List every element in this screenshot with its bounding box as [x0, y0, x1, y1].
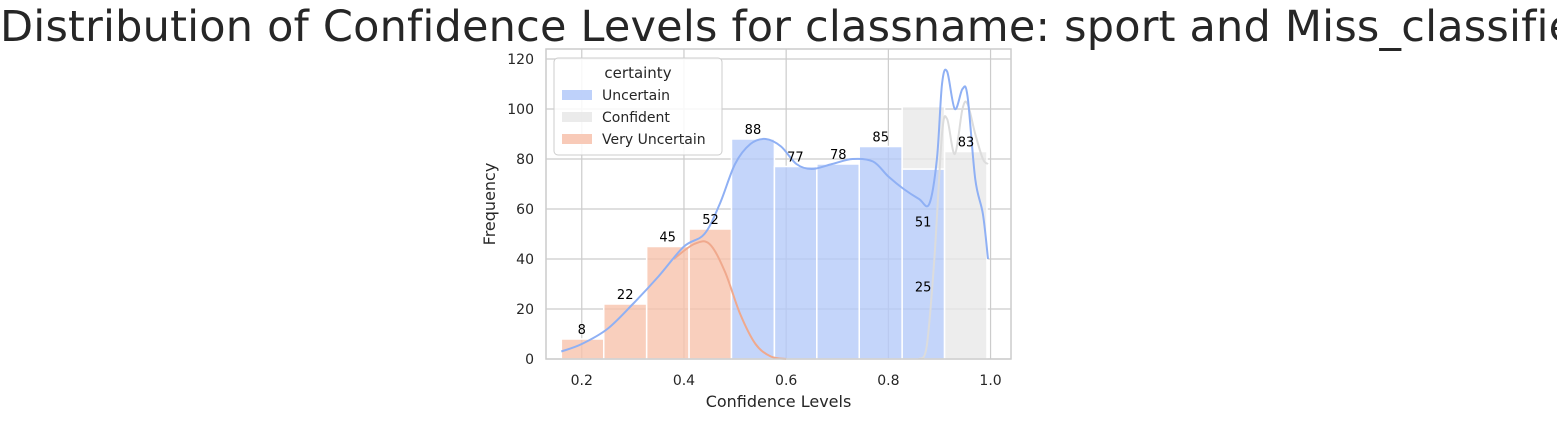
histogram-bar: [730, 138, 776, 360]
x-tick-label: 0.4: [673, 373, 695, 389]
histogram-bar: [816, 163, 860, 360]
histogram-bar: [645, 245, 690, 360]
x-tick-label: 0.8: [877, 373, 899, 389]
plot-border: [545, 48, 1012, 360]
legend: certainty Uncertain Confident Very Uncertai…: [553, 57, 723, 156]
y-tick-label: 20: [516, 302, 534, 318]
x-tick-label: 1.0: [979, 373, 1001, 389]
data-label: 83: [958, 136, 975, 151]
tick-labels: 0.2 0.4 0.6 0.8 1.0 0 20 40 60 80 100 120: [507, 52, 1001, 389]
y-tick-label: 120: [507, 52, 534, 68]
legend-item-label: Very Uncertain: [602, 132, 706, 148]
data-label: 88: [745, 123, 762, 138]
kde-curves: [560, 68, 989, 360]
x-axis-label: Confidence Levels: [706, 392, 852, 411]
y-tick-label: 0: [525, 352, 534, 368]
data-label: 8: [578, 323, 586, 338]
x-tick-label: 0.6: [775, 373, 797, 389]
legend-swatch: [562, 112, 592, 122]
data-label: 85: [872, 131, 889, 146]
histogram-bar: [688, 228, 733, 360]
legend-swatch: [562, 90, 592, 100]
kde-line: [560, 68, 989, 353]
plot-frame: [545, 48, 1012, 360]
y-tick-label: 80: [516, 152, 534, 168]
data-label: 77: [787, 151, 804, 166]
legend-title: certainty: [604, 64, 671, 82]
x-tick-label: 0.2: [571, 373, 593, 389]
y-tick-label: 40: [516, 252, 534, 268]
y-tick-label: 60: [516, 202, 534, 218]
kde-line: [673, 240, 787, 360]
y-tick-label: 100: [507, 102, 534, 118]
legend-swatch: [562, 134, 592, 144]
kde-line: [918, 100, 989, 360]
data-label: 45: [659, 231, 676, 246]
chart-title: Distribution of Confidence Levels for cl…: [0, 2, 1557, 52]
data-label: 78: [830, 148, 847, 163]
histogram-bar: [773, 165, 818, 360]
data-label: 52: [702, 213, 719, 228]
data-label: 22: [617, 288, 634, 303]
legend-box: [553, 57, 723, 156]
data-label: 25: [915, 281, 932, 296]
data-labels: 8 22 45 52 88 77 78 85 51 25 83: [578, 123, 975, 338]
legend-item-label: Confident: [602, 110, 670, 126]
legend-item-label: Uncertain: [602, 88, 670, 104]
histogram-bar: [858, 145, 903, 360]
data-label: 51: [915, 216, 932, 231]
histogram-bar: [943, 150, 988, 360]
y-axis-label: Frequency: [480, 163, 499, 246]
